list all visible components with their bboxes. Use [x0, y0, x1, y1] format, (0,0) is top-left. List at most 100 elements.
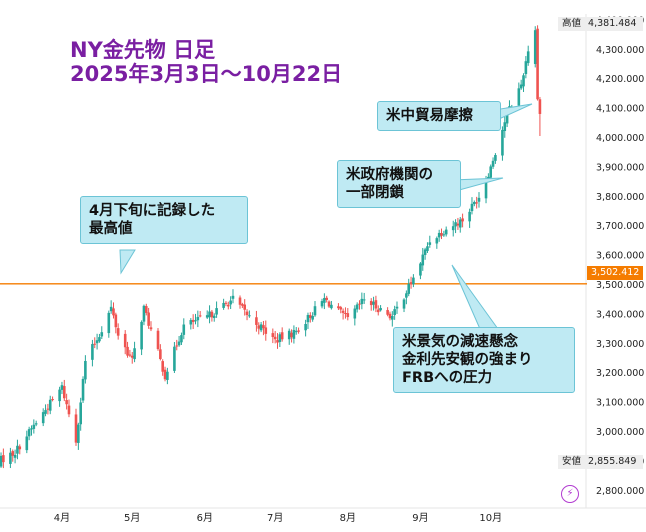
- candle-body: [423, 249, 427, 255]
- callout-april-high: 4月下旬に記録した 最高値: [80, 196, 248, 244]
- lightning-icon[interactable]: ⚡: [561, 485, 579, 503]
- candle-body: [11, 451, 15, 456]
- candle-body: [524, 61, 528, 75]
- callout-line: 金利先安観の強まり: [402, 352, 533, 368]
- candle-body: [536, 28, 539, 100]
- candle-body: [339, 307, 343, 310]
- candle-body: [194, 320, 197, 322]
- candle-body: [25, 436, 29, 451]
- candle-body: [147, 312, 150, 326]
- candle-body: [30, 428, 33, 430]
- candle-body: [84, 360, 87, 380]
- chart-title-block: NY金先物 日足 2025年3月3日～10月22日: [70, 38, 342, 86]
- callout-line: 米政府機関の: [346, 167, 433, 183]
- candle-body: [100, 332, 104, 337]
- candle-body: [538, 99, 542, 114]
- candle-body: [198, 315, 202, 317]
- candle-body: [166, 371, 169, 380]
- candle-body: [196, 316, 200, 321]
- candle-body: [330, 304, 333, 309]
- candle-body: [435, 238, 439, 244]
- candle-body: [62, 386, 66, 399]
- candle-body: [369, 300, 373, 306]
- candle-body: [9, 452, 12, 464]
- candle-body: [341, 310, 345, 313]
- candle-body: [212, 315, 216, 319]
- y-tick-label: 2,800.000: [596, 486, 644, 497]
- candle-body: [208, 311, 211, 318]
- candle-body: [2, 455, 5, 463]
- low-value-text: 2,855.849: [588, 456, 637, 467]
- chart-subtitle: 2025年3月3日～10月22日: [70, 62, 343, 86]
- candle-body: [224, 302, 228, 304]
- candle-body: [58, 389, 61, 402]
- candle-body: [133, 348, 136, 360]
- candle-body: [419, 263, 422, 276]
- callout-line: 一部閉鎖: [346, 185, 404, 201]
- candle-body: [98, 337, 101, 342]
- candle-body: [264, 327, 268, 334]
- y-tick-label: 3,800.000: [596, 192, 644, 203]
- candle-body: [74, 414, 78, 443]
- candle-body: [41, 412, 45, 424]
- callout-line: FRBへの圧力: [402, 370, 493, 386]
- y-tick-label: 4,200.000: [596, 74, 644, 85]
- callout-line: 米中貿易摩擦: [386, 108, 473, 124]
- candle-body: [412, 277, 415, 285]
- candle-body: [468, 211, 471, 222]
- x-tick-label: 8月: [340, 512, 356, 524]
- candle-body: [128, 354, 132, 356]
- candle-body: [484, 180, 488, 199]
- candle-body: [51, 399, 54, 401]
- callout-drivers: 米景気の減速懸念 金利先安観の強まり FRBへの圧力: [393, 327, 575, 393]
- candle-body: [130, 355, 134, 358]
- candle-body: [306, 314, 310, 323]
- candle-body: [60, 385, 64, 390]
- candle-body: [44, 410, 47, 414]
- y-tick-label: 3,400.000: [596, 309, 644, 320]
- candle-body: [372, 301, 375, 305]
- candle-body: [107, 312, 111, 334]
- candle-body: [114, 314, 118, 328]
- candle-body: [93, 343, 97, 345]
- candle-body: [360, 298, 364, 305]
- candle-body: [323, 298, 326, 303]
- candle-body: [313, 306, 317, 316]
- candle-body: [255, 317, 258, 325]
- candle-body: [346, 313, 350, 318]
- candle-body: [533, 30, 537, 64]
- candle-body: [280, 332, 284, 340]
- candle-body: [454, 222, 457, 227]
- x-tick-label: 9月: [412, 512, 428, 524]
- callout-april-high-pointer: [119, 249, 136, 275]
- candle-body: [444, 229, 448, 235]
- candle-body: [65, 400, 68, 405]
- callout-line: 4月下旬に記録した: [89, 203, 216, 219]
- candle-body: [161, 361, 164, 372]
- callout-line: 米景気の減速懸念: [402, 334, 518, 350]
- candle-body: [461, 218, 464, 222]
- candle-body: [210, 311, 214, 318]
- candle-body: [177, 341, 181, 346]
- candle-body: [477, 197, 481, 202]
- candle-body: [140, 321, 143, 350]
- candles: [0, 25, 542, 469]
- x-axis-ticks: 3月4月5月6月7月8月9月10月: [54, 512, 502, 524]
- candle-body: [379, 308, 382, 311]
- candle-body: [353, 308, 357, 319]
- candle-body: [358, 303, 361, 305]
- candle-body: [402, 299, 406, 309]
- candle-body: [327, 301, 331, 307]
- candle-body: [67, 405, 71, 415]
- y-tick-label: 3,100.000: [596, 398, 644, 409]
- x-tick-label: 7月: [267, 512, 283, 524]
- candle-body: [297, 330, 300, 332]
- reference-price-label: 3,502.412: [587, 266, 643, 280]
- candle-body: [91, 344, 94, 360]
- candle-body: [519, 84, 523, 89]
- y-tick-label: 3,300.000: [596, 339, 644, 350]
- candle-body: [456, 223, 460, 226]
- candle-body: [227, 304, 230, 307]
- candle-body: [245, 311, 249, 316]
